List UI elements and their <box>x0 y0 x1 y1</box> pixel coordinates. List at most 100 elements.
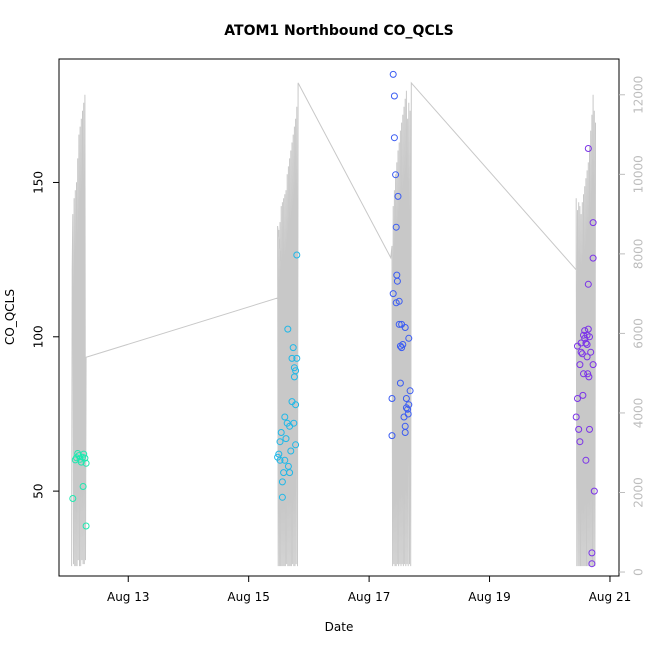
data-point-series-3 <box>393 277 401 285</box>
data-point-series-3 <box>392 171 400 179</box>
data-point-series-3 <box>402 404 410 412</box>
data-point-series-3 <box>405 334 413 342</box>
data-point-series-4 <box>585 373 593 381</box>
data-point-series-2 <box>292 401 300 409</box>
data-point-series-2 <box>292 441 300 449</box>
data-point-series-1 <box>77 458 85 466</box>
data-point-series-4 <box>572 413 580 421</box>
y-tick-label: 100 <box>32 325 46 348</box>
data-point-series-3 <box>402 395 410 402</box>
data-point-series-4 <box>590 487 598 495</box>
data-point-series-4 <box>588 549 596 557</box>
data-point-series-1 <box>69 495 77 502</box>
y-tick-label: 150 <box>32 171 46 194</box>
data-point-series-2 <box>289 344 297 352</box>
data-point-series-2 <box>292 367 300 375</box>
data-point-series-4 <box>589 361 597 369</box>
y-tick-label: 50 <box>32 483 46 498</box>
data-point-series-1 <box>75 452 83 460</box>
data-point-series-2 <box>290 419 298 427</box>
data-point-series-3 <box>390 92 398 100</box>
x-tick-label: Aug 17 <box>348 590 391 604</box>
scatter-points-layer <box>69 70 598 568</box>
x-tick-label: Aug 21 <box>589 590 632 604</box>
y2-tick-label: 0 <box>632 568 646 576</box>
data-point-series-2 <box>278 478 286 486</box>
data-point-series-4 <box>589 254 597 262</box>
data-point-series-4 <box>579 391 587 399</box>
data-point-series-3 <box>388 432 396 440</box>
data-point-series-4 <box>576 438 584 446</box>
y2-tick-label: 4000 <box>632 398 646 429</box>
data-point-series-4 <box>584 370 592 378</box>
data-point-series-2 <box>281 456 289 464</box>
data-point-series-1 <box>82 522 90 530</box>
plot-frame <box>58 58 620 577</box>
data-point-series-3 <box>406 387 414 395</box>
data-point-series-4 <box>584 145 592 152</box>
y2-tick-label: 10000 <box>632 155 646 193</box>
x-tick-label: Aug 19 <box>468 590 511 604</box>
data-point-series-4 <box>589 219 597 227</box>
x-tick-label: Aug 13 <box>107 590 150 604</box>
data-point-series-2 <box>277 429 285 436</box>
data-point-series-2 <box>293 354 301 362</box>
y-axis-label: CO_QCLS <box>3 289 17 345</box>
data-point-series-2 <box>278 493 286 501</box>
data-point-series-3 <box>398 344 406 352</box>
data-point-series-2 <box>287 447 295 455</box>
data-point-series-2 <box>276 438 284 446</box>
y-axis-right: 0 2000 4000 6000 8000 10000 12000 <box>619 76 646 576</box>
data-point-series-4 <box>586 425 593 433</box>
data-point-series-4 <box>586 333 593 341</box>
data-point-series-4 <box>583 353 591 361</box>
data-point-series-4 <box>584 280 592 288</box>
data-point-series-2 <box>293 251 301 259</box>
y2-tick-label: 12000 <box>632 76 646 114</box>
data-point-series-4 <box>580 370 587 378</box>
data-point-series-2 <box>276 456 284 464</box>
data-point-series-2 <box>286 469 294 477</box>
data-point-series-3 <box>401 422 409 430</box>
data-point-series-2 <box>284 325 292 333</box>
data-point-series-2 <box>288 354 296 362</box>
data-point-series-3 <box>395 297 403 305</box>
data-point-series-1 <box>79 483 87 490</box>
y-axis-left: 50 100 150 <box>32 171 59 499</box>
data-point-series-4 <box>575 425 583 433</box>
y2-tick-label: 8000 <box>632 239 646 270</box>
data-point-series-3 <box>404 410 412 418</box>
data-point-series-4 <box>588 560 596 568</box>
y2-tick-label: 2000 <box>632 477 646 508</box>
data-point-series-2 <box>281 413 289 421</box>
data-point-series-1 <box>82 459 90 467</box>
x-tick-label: Aug 15 <box>227 590 270 604</box>
data-point-series-4 <box>576 361 584 369</box>
data-point-series-4 <box>577 348 585 356</box>
data-point-series-3 <box>389 290 397 298</box>
data-point-series-3 <box>392 223 400 231</box>
data-point-series-3 <box>401 324 409 331</box>
data-point-series-1 <box>80 450 88 458</box>
data-point-series-1 <box>81 454 89 462</box>
x-axis-label: Date <box>325 620 354 634</box>
data-point-series-3 <box>404 405 412 413</box>
altitude-trace-layer <box>71 81 596 567</box>
data-point-series-2 <box>282 435 290 443</box>
altitude-line <box>71 81 596 567</box>
y2-tick-label: 6000 <box>632 318 646 349</box>
x-axis: Aug 13 Aug 15 Aug 17 Aug 19 Aug 21 <box>107 576 631 604</box>
data-point-series-3 <box>388 395 396 402</box>
data-point-series-4 <box>587 348 595 356</box>
data-point-series-3 <box>396 379 404 387</box>
data-point-series-3 <box>390 134 398 142</box>
data-point-series-3 <box>389 70 397 78</box>
data-point-series-3 <box>395 320 403 328</box>
data-point-series-4 <box>582 456 590 464</box>
data-point-series-3 <box>399 341 407 348</box>
data-point-series-4 <box>574 395 581 402</box>
data-point-series-4 <box>584 325 592 333</box>
data-point-series-3 <box>394 192 402 200</box>
chart-title: ATOM1 Northbound CO_QCLS <box>224 23 453 39</box>
